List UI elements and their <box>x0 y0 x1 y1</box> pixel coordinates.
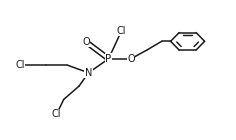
Text: Cl: Cl <box>15 60 25 70</box>
Text: Cl: Cl <box>52 109 61 119</box>
Text: N: N <box>85 68 92 78</box>
Text: P: P <box>105 54 112 64</box>
Text: O: O <box>127 54 135 64</box>
Text: Cl: Cl <box>117 26 126 36</box>
Text: O: O <box>82 37 90 47</box>
